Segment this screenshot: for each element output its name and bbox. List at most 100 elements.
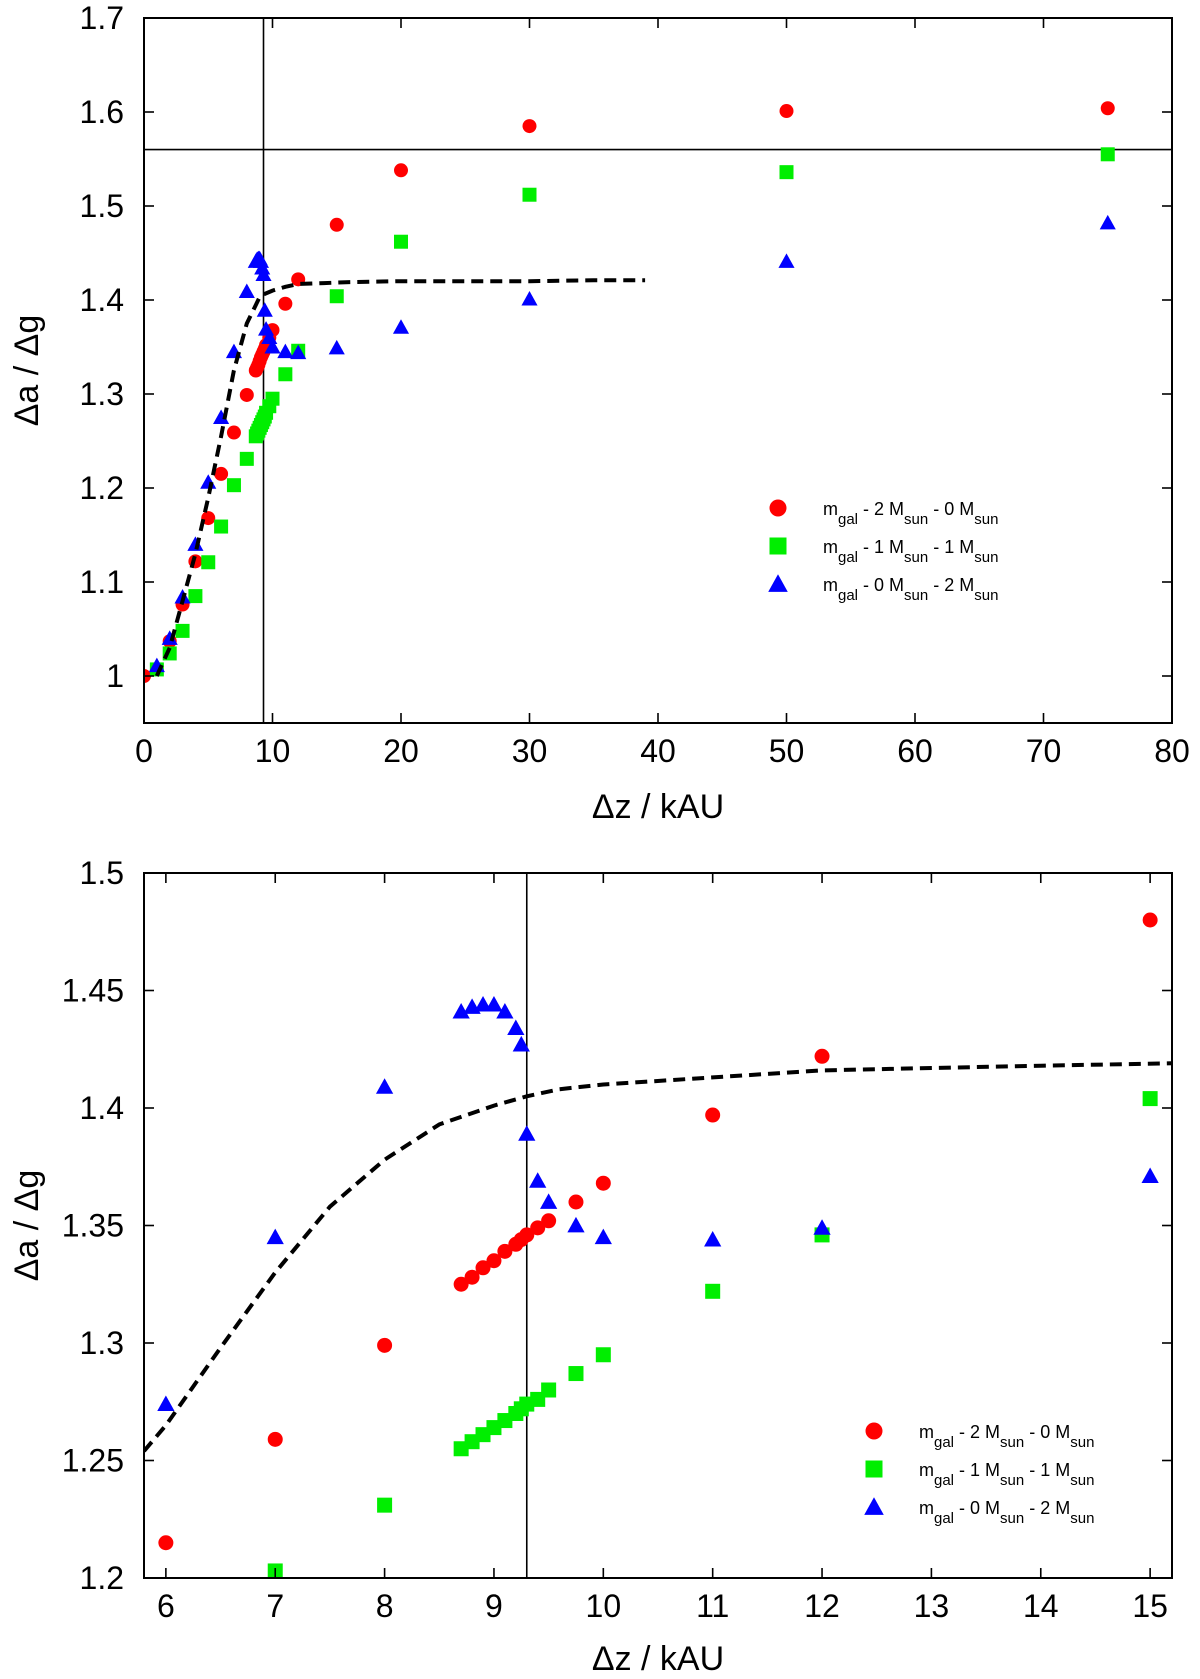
point-circle bbox=[519, 1227, 535, 1243]
point-square bbox=[265, 391, 280, 406]
legend-entry-label: mgal - 0 Msun - 2 Msun bbox=[919, 1498, 1094, 1527]
point-square bbox=[705, 1283, 721, 1299]
legend-marker-circle bbox=[865, 1422, 883, 1440]
point-square bbox=[779, 165, 794, 180]
x-tick-label: 50 bbox=[769, 733, 805, 769]
point-triangle bbox=[1141, 1167, 1159, 1184]
x-tick-label: 15 bbox=[1132, 1588, 1168, 1624]
point-triangle bbox=[213, 409, 230, 424]
y-axis-label: Δa / Δg bbox=[8, 1170, 46, 1282]
point-square bbox=[377, 1497, 393, 1513]
point-triangle bbox=[328, 339, 345, 355]
point-triangle bbox=[521, 291, 538, 306]
point-triangle bbox=[540, 1193, 558, 1209]
point-square bbox=[1142, 1091, 1158, 1107]
x-tick-label: 12 bbox=[804, 1588, 840, 1624]
point-square bbox=[1100, 147, 1115, 162]
y-tick-label: 1 bbox=[106, 658, 124, 694]
point-square bbox=[278, 367, 293, 382]
point-circle bbox=[541, 1213, 557, 1229]
point-triangle bbox=[375, 1078, 394, 1094]
point-triangle bbox=[157, 1395, 175, 1411]
point-triangle bbox=[594, 1228, 612, 1245]
x-axis-label: Δz / kAU bbox=[592, 788, 724, 826]
point-circle bbox=[568, 1194, 584, 1210]
point-triangle bbox=[392, 319, 410, 334]
point-square bbox=[201, 555, 216, 570]
point-circle bbox=[814, 1048, 830, 1064]
point-square bbox=[595, 1347, 611, 1363]
y-tick-label: 1.5 bbox=[80, 855, 124, 891]
point-circle bbox=[779, 104, 794, 119]
chart-lower: 6 7 8 9 10 11 12 13 14 15 1.2 1.25 1.3 1.35 1.4 1.45 1.5… bbox=[8, 855, 1173, 1678]
y-tick-label: 1.6 bbox=[80, 94, 124, 130]
point-square bbox=[175, 623, 190, 638]
x-tick-label: 0 bbox=[135, 733, 153, 769]
x-tick-label: 80 bbox=[1154, 733, 1190, 769]
x-tick-label: 6 bbox=[157, 1588, 175, 1624]
point-square bbox=[214, 519, 229, 534]
point-square bbox=[226, 478, 241, 493]
point-triangle bbox=[200, 474, 217, 489]
point-triangle bbox=[161, 630, 178, 645]
point-square bbox=[188, 589, 203, 604]
series-fit-curve bbox=[144, 1061, 1172, 1453]
point-triangle bbox=[252, 253, 269, 268]
x-tick-label: 40 bbox=[640, 733, 676, 769]
y-tick-label: 1.35 bbox=[62, 1208, 124, 1244]
y-tick-label: 1.3 bbox=[80, 376, 124, 412]
point-triangle bbox=[264, 338, 281, 354]
point-circle bbox=[267, 1431, 283, 1447]
point-square bbox=[394, 234, 408, 249]
y-tick-label: 1.4 bbox=[80, 282, 124, 318]
x-tick-label: 70 bbox=[1026, 733, 1062, 769]
point-triangle bbox=[704, 1230, 722, 1247]
y-tick-label: 1.2 bbox=[80, 470, 124, 506]
legend-marker-triangle bbox=[864, 1497, 884, 1515]
x-tick-label: 7 bbox=[266, 1588, 284, 1624]
legend-marker-circle bbox=[769, 499, 787, 517]
point-circle bbox=[497, 1243, 513, 1259]
y-axis-label: Δa / Δg bbox=[8, 315, 46, 427]
point-circle bbox=[329, 217, 344, 232]
point-triangle bbox=[567, 1216, 585, 1233]
x-tick-label: 8 bbox=[376, 1588, 394, 1624]
legend-marker-triangle bbox=[768, 574, 788, 592]
y-tick-label: 1.4 bbox=[80, 1090, 124, 1126]
y-tick-label: 1.2 bbox=[80, 1560, 124, 1596]
x-tick-label: 60 bbox=[897, 733, 933, 769]
point-triangle bbox=[518, 1125, 536, 1141]
legend: mgal - 2 Msun - 0 Msun mgal - 1 Msun - 1 … bbox=[864, 1422, 1094, 1527]
legend-entry-label: mgal - 2 Msun - 0 Msun bbox=[823, 499, 998, 528]
point-triangle bbox=[813, 1219, 831, 1235]
chart-upper: 0 10 20 30 40 50 60 70 80 1 1.1 1.2 1.3 1.4 1.5 1.6 1.7 Δ… bbox=[8, 0, 1190, 826]
x-tick-label: 20 bbox=[383, 733, 419, 769]
point-circle bbox=[705, 1107, 721, 1123]
plot-area bbox=[144, 912, 1172, 1578]
legend-entry-label: mgal - 1 Msun - 1 Msun bbox=[823, 537, 998, 566]
point-circle bbox=[377, 1337, 393, 1353]
point-circle bbox=[1142, 912, 1158, 928]
y-tick-label: 1.5 bbox=[80, 188, 124, 224]
x-axis-label: Δz / kAU bbox=[592, 1640, 724, 1678]
legend-entry-label: mgal - 2 Msun - 0 Msun bbox=[919, 1422, 1094, 1451]
point-circle bbox=[1100, 101, 1115, 116]
point-triangle bbox=[512, 1035, 530, 1052]
point-circle bbox=[394, 163, 408, 178]
legend-marker-square bbox=[769, 537, 787, 555]
x-tick-label: 13 bbox=[914, 1588, 950, 1624]
point-triangle bbox=[187, 536, 204, 551]
y-tick-label: 1.3 bbox=[80, 1325, 124, 1361]
point-square bbox=[239, 451, 254, 466]
x-tick-label: 9 bbox=[485, 1588, 503, 1624]
point-square bbox=[522, 187, 537, 202]
y-tick-label: 1.45 bbox=[62, 973, 124, 1009]
point-triangle bbox=[254, 259, 271, 275]
point-circle bbox=[239, 387, 254, 402]
point-circle bbox=[475, 1260, 491, 1276]
point-triangle bbox=[529, 1172, 547, 1188]
plot-area bbox=[144, 101, 1116, 683]
x-tick-label: 11 bbox=[696, 1588, 729, 1624]
point-triangle bbox=[266, 1228, 284, 1245]
